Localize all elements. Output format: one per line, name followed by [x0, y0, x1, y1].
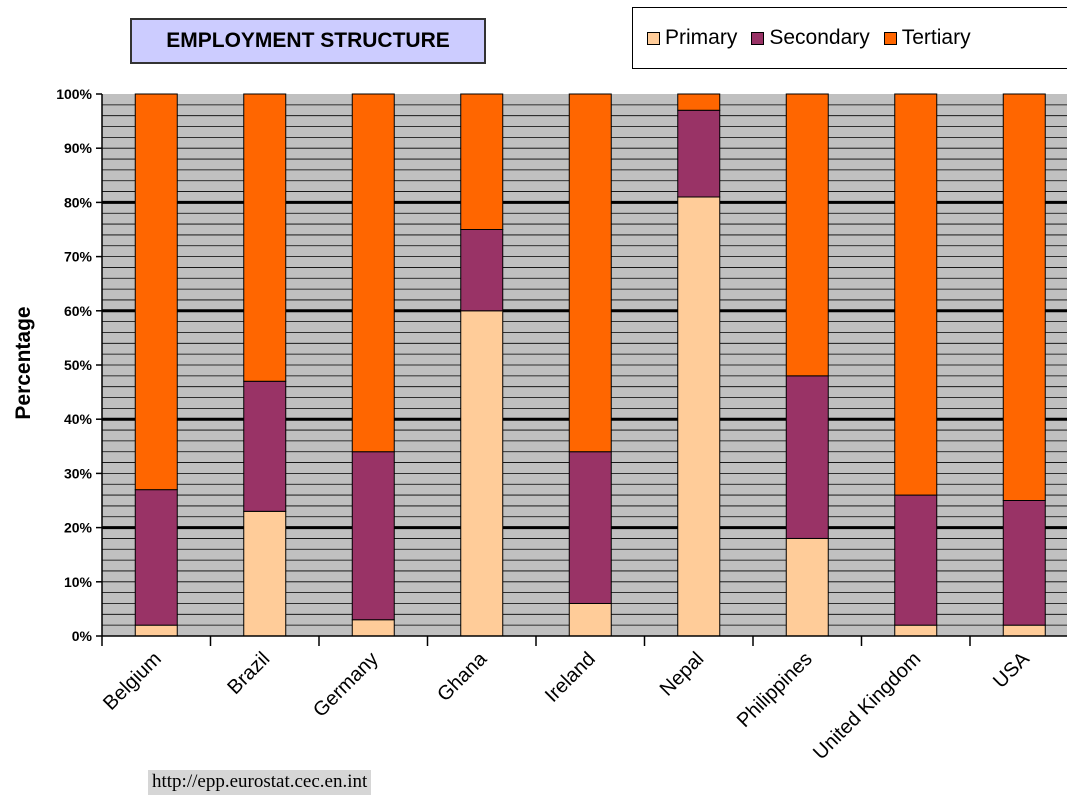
y-tick-label: 100% — [56, 86, 92, 102]
bar-secondary-belgium — [134, 489, 178, 626]
y-tick-label: 50% — [64, 357, 93, 373]
y-tick-label: 90% — [64, 140, 93, 156]
bar-tertiary-united-kingdom — [894, 93, 938, 496]
bar-tertiary-ghana — [460, 93, 504, 230]
legend-label-tertiary: Tertiary — [901, 26, 971, 49]
x-tick-label: Philippines — [733, 648, 817, 732]
y-tick-label: 0% — [72, 628, 93, 644]
legend-item-tertiary: Tertiary — [883, 26, 971, 50]
bar-tertiary-philippines — [785, 93, 829, 377]
bar-tertiary-brazil — [243, 93, 287, 382]
bar-secondary-ghana — [460, 229, 504, 312]
bar-tertiary-usa — [1002, 93, 1046, 501]
bar-primary-ghana — [460, 310, 504, 637]
source-link[interactable]: http://epp.eurostat.cec.en.int — [148, 770, 372, 795]
x-tick-label: Ireland — [541, 648, 600, 707]
bar-secondary-germany — [351, 451, 395, 621]
x-tick-label: USA — [989, 648, 1034, 693]
y-tick-label: 60% — [64, 303, 93, 319]
bar-primary-united-kingdom — [894, 624, 938, 637]
y-tick-label: 20% — [64, 520, 93, 536]
legend-label-secondary: Secondary — [769, 26, 870, 49]
bar-primary-brazil — [243, 510, 287, 637]
bar-primary-philippines — [785, 537, 829, 637]
x-tick-label: Brazil — [223, 648, 274, 699]
y-axis-label: Percentage — [12, 306, 35, 420]
legend: Primary Secondary Tertiary — [632, 7, 1067, 69]
bar-secondary-philippines — [785, 375, 829, 539]
bar-primary-belgium — [134, 624, 178, 637]
bar-secondary-usa — [1002, 500, 1046, 626]
x-tick-label: Nepal — [656, 648, 709, 701]
x-tick-label: Belgium — [99, 648, 166, 715]
bar-tertiary-germany — [351, 93, 395, 453]
x-tick-label: Germany — [309, 648, 383, 722]
x-tick-label: United Kingdom — [809, 648, 925, 764]
bar-secondary-nepal — [677, 109, 721, 198]
legend-item-primary: Primary — [647, 26, 737, 50]
bar-tertiary-belgium — [134, 93, 178, 491]
legend-swatch-primary — [647, 31, 660, 45]
bar-primary-usa — [1002, 624, 1046, 637]
legend-swatch-tertiary — [883, 31, 897, 45]
bar-tertiary-ireland — [568, 93, 612, 453]
bar-secondary-brazil — [243, 380, 287, 512]
y-tick-label: 40% — [64, 411, 93, 427]
bar-secondary-ireland — [568, 451, 612, 604]
bar-primary-ireland — [568, 602, 612, 637]
bar-primary-germany — [351, 619, 395, 637]
bar-primary-nepal — [677, 196, 721, 637]
legend-item-secondary: Secondary — [751, 26, 870, 50]
legend-label-primary: Primary — [665, 26, 738, 49]
legend-swatch-secondary — [751, 31, 765, 45]
y-tick-label: 70% — [64, 249, 93, 265]
bar-tertiary-nepal — [677, 93, 721, 111]
bars — [134, 93, 1046, 637]
y-tick-label: 80% — [64, 194, 93, 210]
x-tick-label: Ghana — [433, 647, 492, 706]
chart-title: EMPLOYMENT STRUCTURE — [130, 18, 486, 64]
y-tick-label: 30% — [64, 465, 93, 481]
bar-secondary-united-kingdom — [894, 494, 938, 626]
y-tick-label: 10% — [64, 574, 93, 590]
